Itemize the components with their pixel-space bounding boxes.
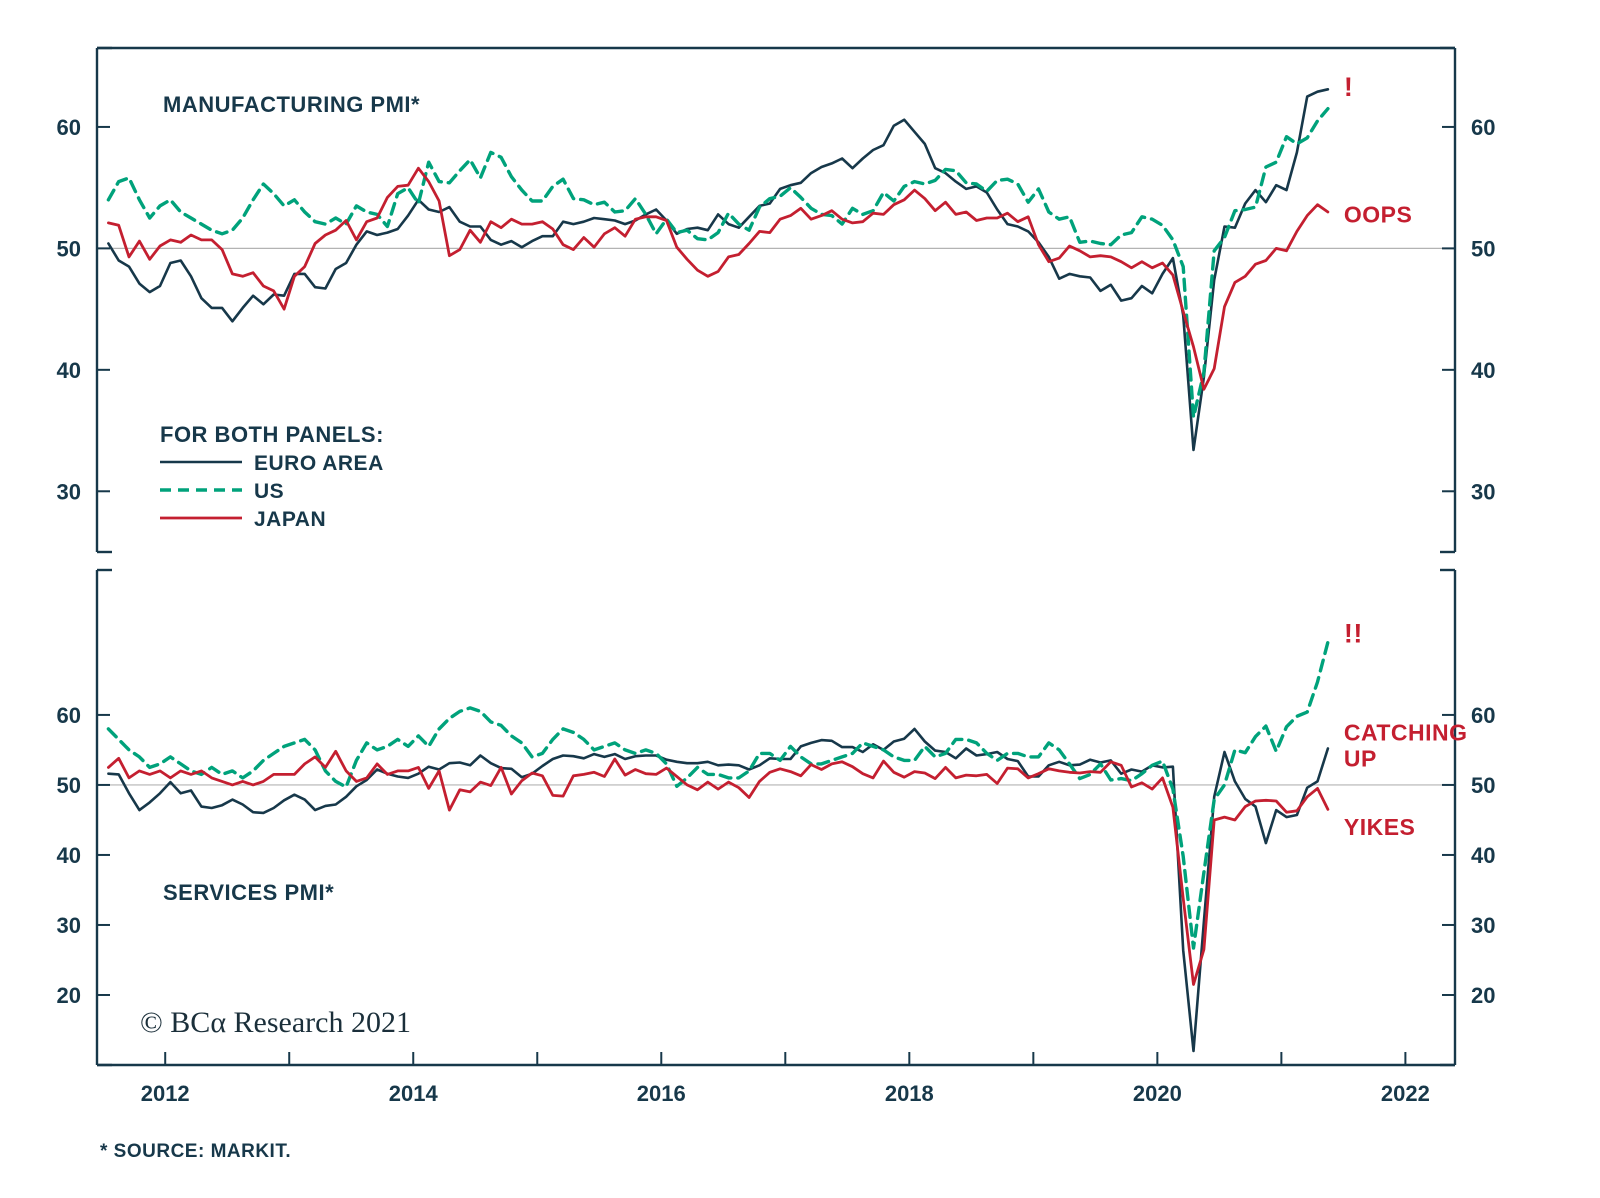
manufacturing-panel-title: MANUFACTURING PMI* [163, 92, 420, 117]
y-tick-label: 50 [1471, 773, 1495, 798]
x-tick-label: 2014 [389, 1081, 439, 1106]
y-tick-label: 60 [57, 115, 81, 140]
annotation-catching: CATCHING [1344, 719, 1468, 745]
x-tick-label: 2020 [1133, 1081, 1182, 1106]
y-tick-label: 20 [1471, 983, 1495, 1008]
x-tick-label: 2012 [141, 1081, 190, 1106]
y-tick-label: 20 [57, 983, 81, 1008]
annotation-exclamation: ! [1344, 72, 1354, 102]
y-tick-label: 40 [1471, 358, 1495, 383]
legend: FOR BOTH PANELS: EURO AREA US JAPAN [160, 422, 384, 531]
y-tick-label: 40 [57, 358, 81, 383]
series-line-japan [107, 749, 1330, 986]
copyright-text: © BCα Research 2021 [140, 1006, 411, 1039]
legend-label-euro-area: EURO AREA [254, 452, 384, 475]
y-tick-label: 30 [57, 913, 81, 938]
x-tick-label: 2016 [637, 1081, 686, 1106]
y-tick-label: 30 [1471, 913, 1495, 938]
y-tick-label: 30 [57, 479, 81, 504]
legend-label-japan: JAPAN [254, 508, 326, 531]
y-tick-label: 50 [57, 236, 81, 261]
services-panel-title: SERVICES PMI* [163, 880, 334, 905]
series-line-euro-area [107, 88, 1330, 452]
annotation-oops: OOPS [1344, 201, 1412, 227]
y-tick-label: 60 [1471, 115, 1495, 140]
annotation-exclamation: !! [1344, 618, 1363, 648]
y-tick-label: 30 [1471, 479, 1495, 504]
x-tick-label: 2018 [885, 1081, 934, 1106]
series-line-us [106, 640, 1330, 950]
legend-title: FOR BOTH PANELS: [160, 422, 384, 447]
y-tick-label: 40 [1471, 843, 1495, 868]
x-tick-label: 2022 [1381, 1081, 1430, 1106]
manufacturing-panel: 30 30 40 40 50 50 60 60! OOPS [57, 46, 1495, 554]
source-note: * SOURCE: MARKIT. [100, 1141, 291, 1162]
annotation-yikes: YIKES [1344, 814, 1416, 840]
legend-label-us: US [254, 480, 284, 503]
annotation-up: UP [1344, 745, 1377, 771]
y-tick-label: 60 [1471, 703, 1495, 728]
y-tick-label: 40 [57, 843, 81, 868]
series-line-us [106, 107, 1330, 419]
series-line-japan [107, 166, 1330, 391]
y-tick-label: 50 [57, 773, 81, 798]
y-tick-label: 50 [1471, 236, 1495, 261]
y-tick-label: 60 [57, 703, 81, 728]
